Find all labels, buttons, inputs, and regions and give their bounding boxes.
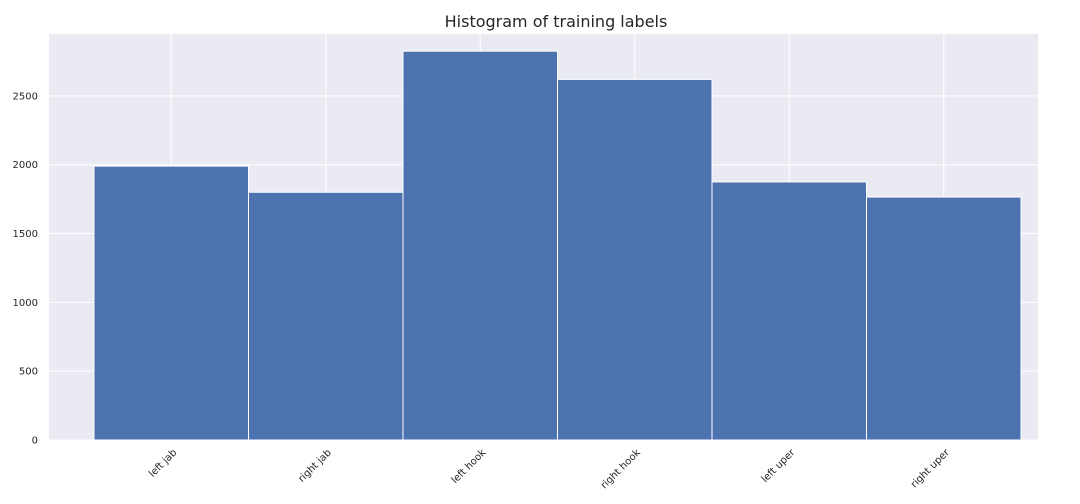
x-tick-label: left uper	[760, 447, 798, 485]
bar-left-uper	[711, 181, 867, 441]
y-tick-label: 1000	[13, 298, 38, 309]
y-tick-labels: 0 500 1000 1500 2000 2500	[13, 91, 38, 446]
chart-title: Histogram of training labels	[445, 12, 668, 31]
x-tick-labels: left jab right jab left hook right hook left…	[147, 447, 952, 492]
x-tick-label: left hook	[450, 447, 489, 486]
y-tick-label: 2500	[13, 91, 38, 102]
y-tick-label: 500	[19, 367, 38, 378]
y-tick-label: 0	[32, 436, 38, 447]
bar-left-jab	[93, 165, 249, 441]
bar-right-jab	[248, 191, 404, 441]
x-tick-label: right jab	[296, 447, 333, 484]
bar-right-uper	[866, 196, 1022, 441]
y-tick-label: 1500	[13, 229, 38, 240]
bar-right-hook	[557, 78, 713, 441]
bar-left-hook	[402, 50, 558, 441]
bars	[93, 50, 1022, 441]
x-tick-label: left jab	[147, 447, 179, 479]
x-tick-label: right uper	[909, 447, 952, 490]
x-tick-label: right hook	[599, 447, 643, 491]
y-tick-label: 2000	[13, 160, 38, 171]
